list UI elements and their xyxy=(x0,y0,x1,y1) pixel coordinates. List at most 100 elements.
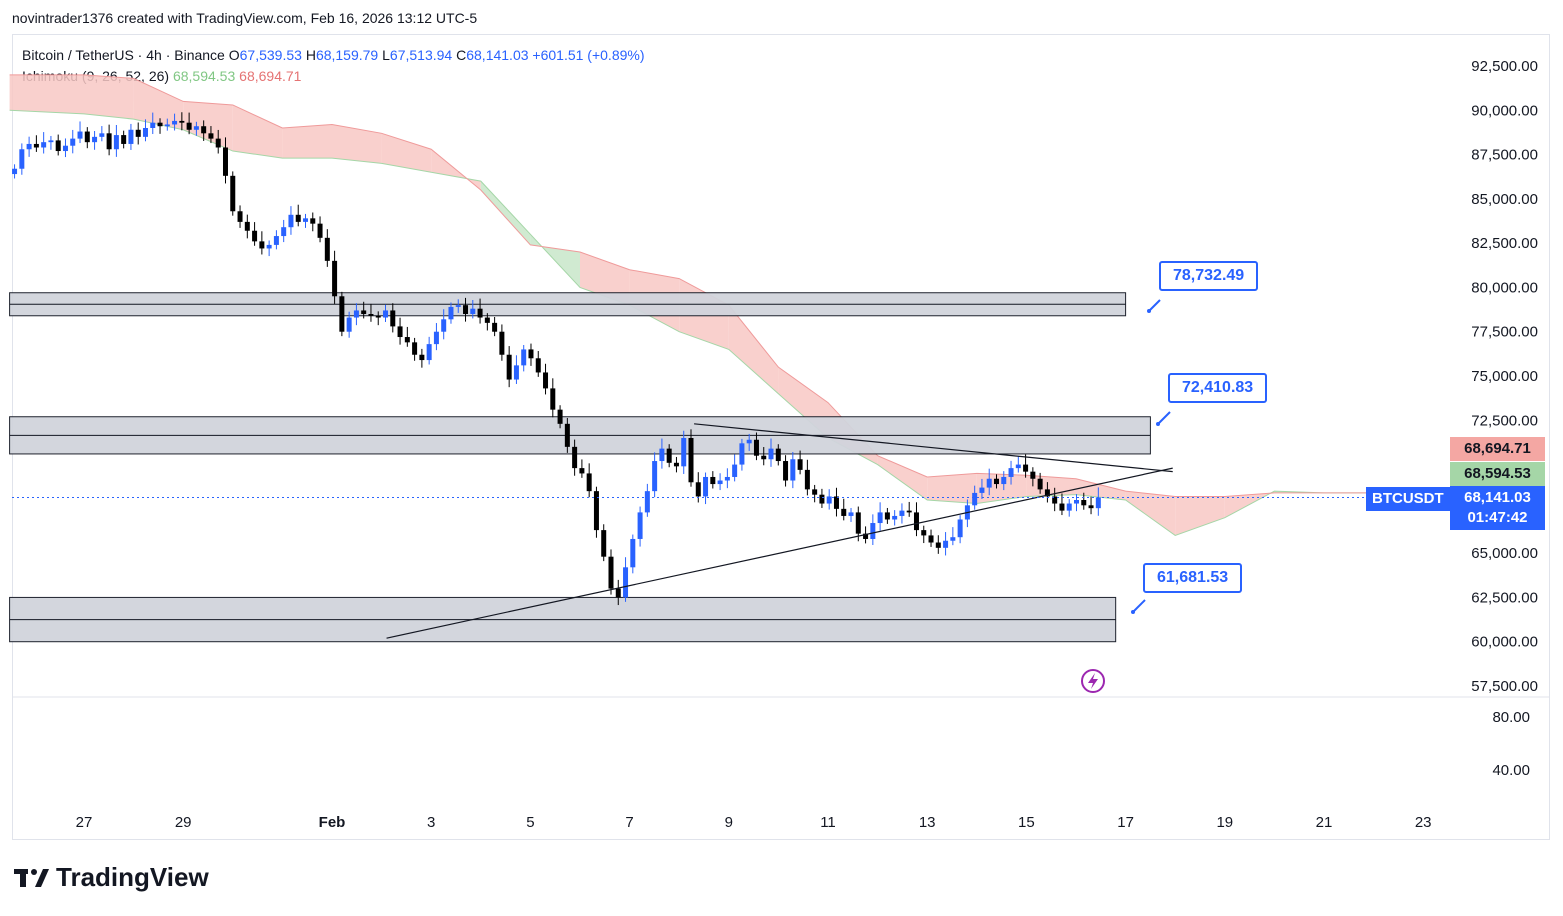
candle-body xyxy=(535,358,541,373)
candle-body xyxy=(644,491,650,513)
candle-body xyxy=(943,540,949,548)
candle-body xyxy=(833,496,839,509)
x-tick-label: 3 xyxy=(427,814,435,831)
trendline-2 xyxy=(694,423,1173,473)
annotation-tag-1[interactable]: 78,732.49 xyxy=(1159,261,1259,291)
candle-body xyxy=(1001,476,1007,485)
candle-body xyxy=(768,448,774,460)
candle-body xyxy=(157,122,163,127)
candle-body xyxy=(957,519,963,538)
legend-high: 68,159.79 xyxy=(315,47,379,63)
candle-body xyxy=(19,149,25,169)
candle-body xyxy=(761,455,767,460)
candle-body xyxy=(310,218,316,224)
annotation-dot-3 xyxy=(1131,610,1135,614)
candle-body xyxy=(201,126,207,134)
ichimoku-cloud-segment xyxy=(9,74,85,114)
candle-body xyxy=(128,129,134,144)
candle-body xyxy=(1015,464,1021,469)
candle-body xyxy=(84,131,90,143)
candle-body xyxy=(390,310,396,327)
candle-body xyxy=(404,337,410,343)
legend-change: +601.51 (+0.89%) xyxy=(532,47,645,63)
y-tick-label: 65,000.00 xyxy=(1471,545,1538,562)
candle-body xyxy=(790,459,796,481)
legend-span-b: 68,694.71 xyxy=(239,68,302,84)
candle-body xyxy=(1059,503,1065,511)
legend-symbol[interactable]: Bitcoin / TetherUS · 4h · Binance xyxy=(22,47,225,63)
y-tick-label: 87,500.00 xyxy=(1471,147,1538,164)
y-tick-label: 75,000.00 xyxy=(1471,368,1538,385)
tradingview-logo[interactable]: TradingView xyxy=(14,862,209,893)
candle-body xyxy=(353,310,359,318)
osc-tick-label: 80.00 xyxy=(1492,709,1530,726)
ichimoku-cloud-segment xyxy=(1125,491,1176,536)
candle-body xyxy=(1081,500,1087,506)
candle-body xyxy=(492,322,498,332)
candle-body xyxy=(528,349,534,359)
y-tick-label: 72,500.00 xyxy=(1471,412,1538,429)
candle-body xyxy=(1073,500,1079,504)
candle-body xyxy=(906,510,912,513)
candle-body xyxy=(135,129,141,137)
annotation-tag-3[interactable]: 61,681.53 xyxy=(1143,563,1243,593)
candle-body xyxy=(288,214,294,228)
annotation-dot-1 xyxy=(1147,309,1151,313)
candle-body xyxy=(412,342,418,355)
ichimoku-cloud-segment xyxy=(282,124,332,159)
ichimoku-cloud-segment xyxy=(580,252,630,306)
candle-body xyxy=(935,542,941,548)
candle-body xyxy=(695,482,701,497)
candle-body xyxy=(681,438,687,467)
annotation-tag-2[interactable]: 72,410.83 xyxy=(1168,373,1268,403)
candle-body xyxy=(368,314,374,316)
candle-body xyxy=(732,464,738,477)
annotation-dot-2 xyxy=(1156,422,1160,426)
span-b-price-tag: 68,694.71 xyxy=(1450,437,1545,461)
candle-body xyxy=(579,468,585,474)
tv-brand-text: TradingView xyxy=(56,862,209,892)
candle-body xyxy=(870,523,876,539)
candle-body xyxy=(630,538,636,568)
legend-o-label: O xyxy=(228,47,240,63)
candle-body xyxy=(855,512,861,534)
candle-body xyxy=(928,535,934,543)
candle-body xyxy=(899,510,905,516)
candle-body xyxy=(1088,505,1094,509)
candle-body xyxy=(397,326,403,338)
x-tick-label: 11 xyxy=(820,814,836,831)
candle-body xyxy=(208,133,214,139)
x-tick-label: 27 xyxy=(76,814,93,831)
candle-body xyxy=(26,143,32,150)
candle-body xyxy=(812,489,818,495)
candle-body xyxy=(739,443,745,465)
y-tick-label: 85,000.00 xyxy=(1471,191,1538,208)
tv-logo-icon xyxy=(14,867,50,889)
candle-body xyxy=(848,512,854,516)
candle-body xyxy=(92,136,98,143)
candle-body xyxy=(521,349,527,366)
ichimoku-cloud-segment xyxy=(381,133,432,173)
candle-body xyxy=(121,135,127,144)
candle-body xyxy=(303,218,309,222)
y-tick-label: 57,500.00 xyxy=(1471,678,1538,695)
candle-body xyxy=(586,473,592,492)
candle-body xyxy=(281,227,287,237)
candle-body xyxy=(557,409,563,424)
candle-body xyxy=(892,515,898,520)
candle-body xyxy=(797,459,803,470)
candle-body xyxy=(1008,468,1014,477)
candle-body xyxy=(426,344,432,361)
candle-body xyxy=(324,237,330,261)
candle-body xyxy=(70,138,76,146)
symbol-tag: BTCUSDT xyxy=(1366,487,1450,511)
candle-body xyxy=(463,305,469,314)
candle-body xyxy=(688,438,694,483)
last-price-tag: 68,141.03 xyxy=(1450,486,1545,510)
header-attribution: novintrader1376 created with TradingView… xyxy=(12,10,478,26)
candle-body xyxy=(543,372,549,389)
candle-body xyxy=(979,487,985,493)
y-tick-label: 92,500.00 xyxy=(1471,58,1538,75)
x-tick-label: 5 xyxy=(526,814,534,831)
